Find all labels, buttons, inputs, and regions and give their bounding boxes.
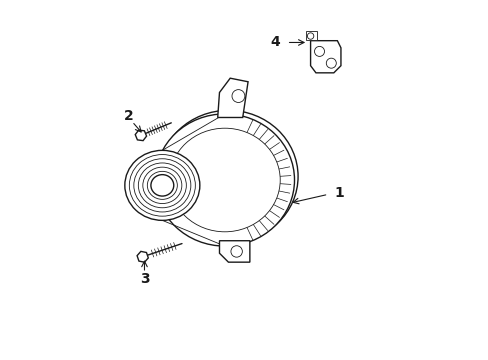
Polygon shape — [305, 31, 316, 40]
Ellipse shape — [155, 114, 294, 246]
Text: 4: 4 — [270, 36, 280, 49]
Polygon shape — [310, 41, 340, 73]
Ellipse shape — [325, 58, 336, 68]
Ellipse shape — [230, 246, 242, 257]
Polygon shape — [217, 78, 247, 117]
Ellipse shape — [147, 171, 177, 199]
Ellipse shape — [169, 128, 280, 232]
Ellipse shape — [129, 154, 195, 216]
Ellipse shape — [152, 176, 172, 195]
Text: 3: 3 — [140, 272, 149, 286]
Polygon shape — [137, 251, 148, 262]
Text: 2: 2 — [123, 109, 133, 123]
Text: 1: 1 — [334, 185, 344, 199]
Polygon shape — [135, 130, 146, 141]
Ellipse shape — [314, 46, 324, 57]
Ellipse shape — [151, 175, 173, 196]
Ellipse shape — [124, 150, 200, 220]
Ellipse shape — [159, 111, 298, 243]
Ellipse shape — [231, 90, 244, 103]
Polygon shape — [219, 241, 249, 262]
Ellipse shape — [307, 33, 313, 39]
Ellipse shape — [142, 167, 182, 203]
Ellipse shape — [138, 163, 186, 208]
Ellipse shape — [134, 159, 190, 212]
